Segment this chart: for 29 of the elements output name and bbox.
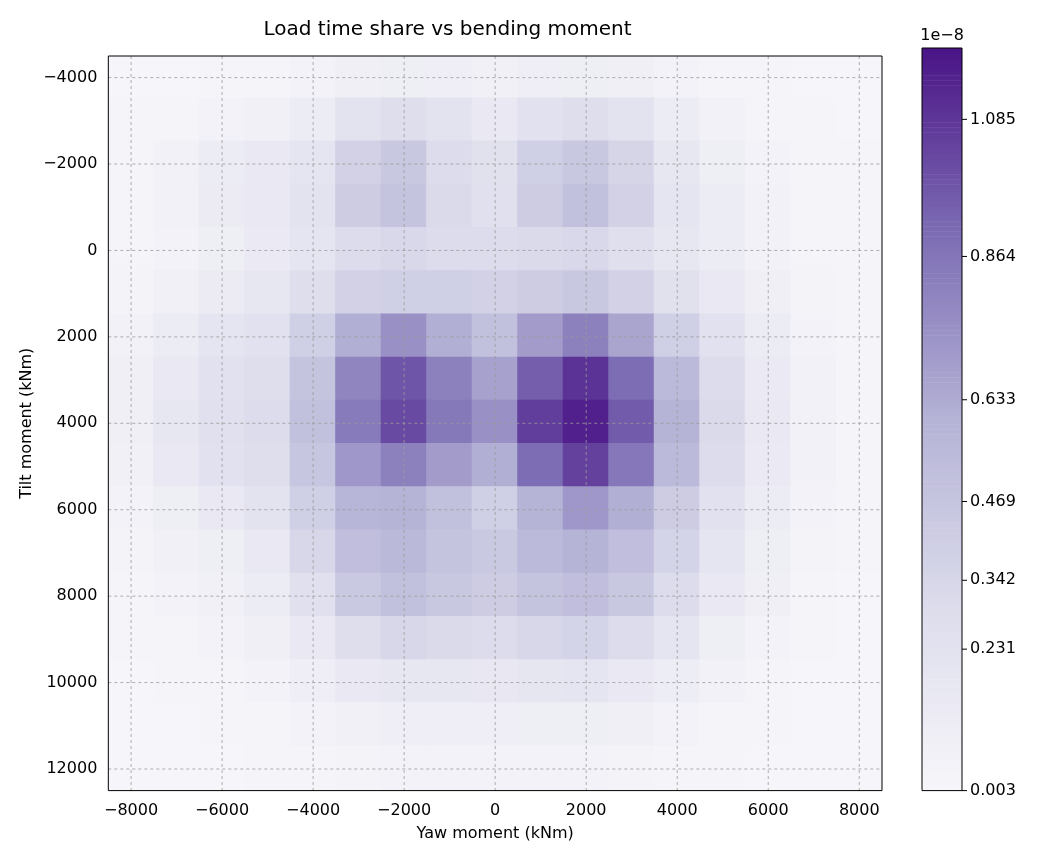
x-tick-label: 4000 [656,800,698,820]
x-tick-label: 2000 [565,800,607,820]
color-bar-label: 0.003 [970,779,1016,799]
color-bar-label: 0.864 [970,245,1016,265]
y-tick-label: 8000 [56,585,98,605]
y-tick-label: 4000 [56,412,98,432]
y-tick-label: −2000 [43,153,98,173]
x-tick-label: 8000 [838,800,880,820]
y-tick-label: 10000 [46,671,98,691]
x-tick-label: −8000 [104,800,159,820]
color-bar-label: 0.633 [970,388,1016,408]
y-axis-title: Tilt moment (kNm) [15,347,35,500]
x-tick-label: −2000 [377,800,432,820]
x-tick-label: 0 [490,800,501,820]
x-tick-label: 6000 [747,800,789,820]
x-tick-label: −6000 [195,800,250,820]
y-tick-label: 12000 [46,758,98,778]
x-tick-label: −4000 [286,800,341,820]
color-bar-title: 1e−8 [920,25,964,45]
color-bar-label: 0.342 [970,569,1016,589]
color-bar-label: 1.085 [970,108,1016,128]
y-tick-label: −4000 [43,66,98,86]
color-bar-label: 0.469 [970,490,1016,510]
color-bar-label: 0.231 [970,638,1016,658]
chart-title: Load time share vs bending moment [263,16,632,41]
y-tick-label: 2000 [56,326,98,346]
y-tick-label: 0 [87,239,98,259]
y-tick-label: 6000 [56,498,98,518]
x-axis-title: Yaw moment (kNm) [415,822,574,842]
